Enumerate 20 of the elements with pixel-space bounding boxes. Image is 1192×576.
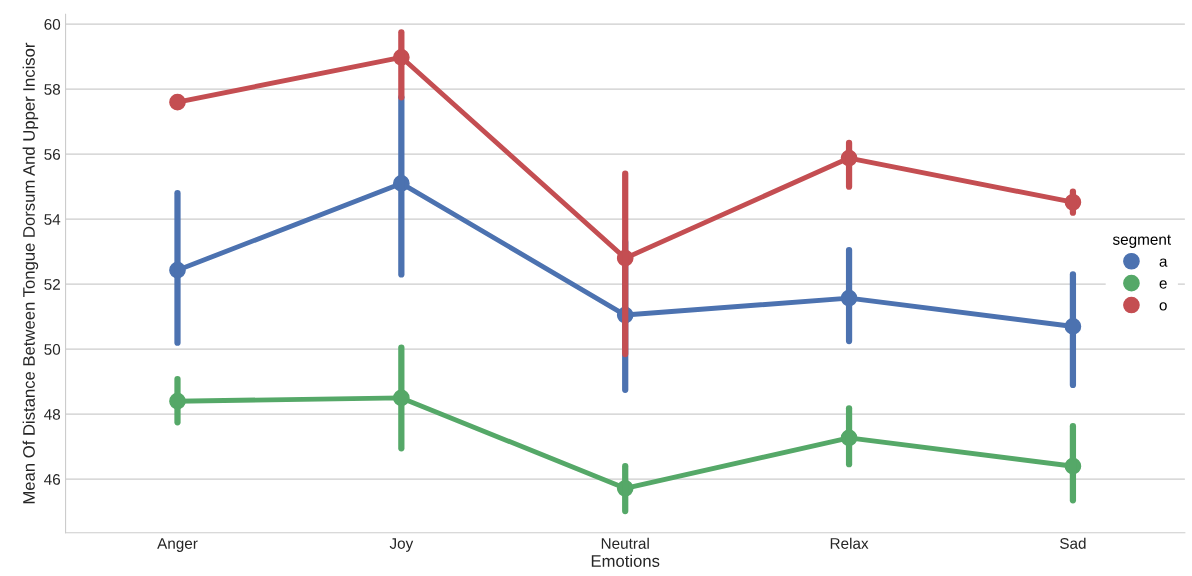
x-tick-label: Neutral [601, 537, 649, 549]
legend-label: a [1159, 258, 1168, 267]
y-axis-title: Mean Of Distance Between Tongue Dorsum And Upper Incisor [22, 42, 39, 504]
y-tick-label: 52 [44, 279, 60, 290]
legend-label: o [1159, 302, 1167, 311]
legend-label: e [1159, 280, 1167, 289]
x-tick-label: Sad [1060, 537, 1086, 549]
point [169, 93, 186, 111]
legend-title: segment [1112, 234, 1171, 248]
x-tick-label: Anger [157, 538, 198, 552]
y-tick-label: 54 [44, 214, 61, 225]
x-axis-title: Emotions [591, 554, 660, 567]
y-tick-label: 56 [44, 149, 61, 160]
x-tick-label: Relax [830, 537, 869, 549]
y-tick-label: 58 [44, 84, 61, 95]
y-tick-label: 48 [44, 409, 61, 420]
y-tick-label: 50 [44, 344, 61, 355]
y-tick-label: 46 [44, 474, 61, 485]
y-tick-label: 60 [44, 19, 61, 30]
x-tick-label: Joy [389, 538, 414, 552]
